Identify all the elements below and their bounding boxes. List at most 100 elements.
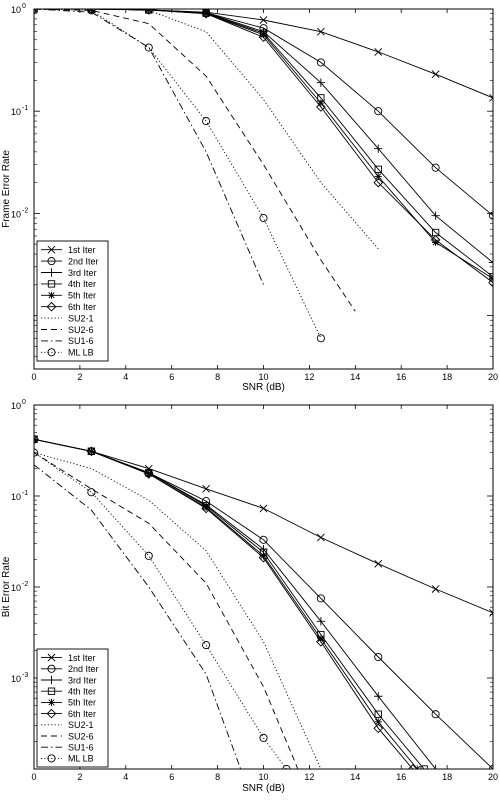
y-axis-label: Bit Error Rate	[1, 556, 12, 617]
data-point-3rd-iter	[374, 692, 383, 701]
data-point-2nd-iter	[374, 107, 383, 116]
legend-label-4th-iter: 4th Iter	[68, 279, 96, 289]
legend-label-su2-1: SU2-1	[68, 313, 94, 323]
data-point-ml-lb	[282, 764, 291, 769]
x-tick-label: 6	[169, 372, 174, 382]
data-point-3rd-iter	[488, 258, 493, 267]
series-line-ml-lb	[34, 452, 287, 769]
data-point-4th-iter	[374, 710, 382, 718]
plot-frame	[33, 404, 494, 770]
legend-marker-5th-iter	[47, 698, 56, 706]
x-tick-label: 4	[123, 372, 128, 382]
data-point-3rd-iter	[316, 617, 326, 626]
y-tick-label-exponent: 0	[22, 399, 26, 406]
x-tick-label: 16	[396, 772, 406, 782]
legend-marker-1st-iter	[47, 653, 56, 662]
data-point-6th-iter	[143, 469, 154, 479]
data-point-4th-iter	[374, 165, 382, 173]
legend-label-su2-1: SU2-1	[68, 720, 94, 730]
data-point-6th-iter	[316, 636, 326, 647]
x-tick-label: 8	[215, 772, 220, 782]
x-tick-label: 18	[442, 372, 452, 382]
legend-label-ml-lb: ML LB	[68, 754, 94, 764]
data-point-1st-iter	[374, 48, 383, 56]
x-tick-label: 0	[31, 772, 36, 782]
data-point-ml-lb	[259, 214, 268, 223]
x-tick-label: 14	[350, 772, 360, 782]
legend-label-su2-6: SU2-6	[68, 325, 94, 335]
x-tick-label: 16	[396, 372, 406, 382]
data-point-1st-iter	[374, 559, 383, 568]
series-line-su2-1	[34, 9, 379, 250]
legend-label-2nd-iter: 2nd Iter	[68, 256, 99, 266]
y-tick-label: 10	[11, 107, 21, 117]
y-tick-label-exponent: -3	[22, 672, 28, 679]
y-tick-label: 10	[11, 209, 21, 219]
x-tick-label: 18	[442, 772, 452, 782]
plot-frame	[33, 8, 494, 370]
y-tick-label-exponent: -1	[22, 490, 28, 497]
series-line-4th-iter	[34, 9, 493, 278]
data-point-2nd-iter	[259, 535, 268, 544]
data-point-1st-iter	[431, 70, 440, 79]
legend-marker-2nd-iter	[47, 257, 56, 266]
data-point-ml-lb	[34, 448, 39, 457]
data-point-1st-iter	[431, 585, 440, 593]
x-tick-label: 0	[31, 372, 36, 382]
legend-label-5th-iter: 5th Iter	[68, 291, 96, 301]
data-point-2nd-iter	[316, 594, 325, 603]
legend-label-ml-lb: ML LB	[68, 348, 94, 358]
data-point-ml-lb	[87, 488, 96, 497]
x-axis-label: SNR (dB)	[242, 783, 285, 794]
data-point-ml-lb	[316, 334, 325, 343]
legend-marker-6th-iter	[46, 708, 57, 719]
legend-label-3rd-iter: 3rd Iter	[68, 675, 97, 685]
data-point-6th-iter	[373, 177, 384, 188]
series-line-su2-6	[34, 9, 356, 312]
data-point-5th-iter	[432, 238, 440, 246]
data-point-1st-iter	[489, 93, 493, 102]
x-tick-label: 14	[350, 372, 360, 382]
data-point-2nd-iter	[431, 710, 440, 719]
series-line-su1-6	[34, 9, 264, 285]
legend-marker-4th-iter	[47, 687, 56, 695]
data-point-2nd-iter	[431, 163, 440, 172]
x-tick-label: 10	[258, 772, 268, 782]
x-tick-label: 12	[304, 772, 314, 782]
data-point-5th-iter	[317, 635, 325, 643]
data-point-3rd-iter	[316, 78, 326, 87]
legend-label-3rd-iter: 3rd Iter	[68, 268, 97, 278]
legend-label-su1-6: SU1-6	[68, 336, 94, 346]
data-point-6th-iter	[201, 9, 211, 19]
data-point-3rd-iter	[431, 211, 440, 220]
legend-marker-5th-iter	[47, 291, 56, 299]
y-tick-label: 10	[11, 492, 21, 502]
x-tick-label: 4	[123, 772, 128, 782]
data-point-ml-lb	[144, 43, 153, 52]
series-line-su2-6	[34, 452, 299, 769]
data-point-6th-iter	[430, 235, 441, 245]
data-point-6th-iter	[143, 9, 154, 15]
series-line-3rd-iter	[34, 9, 493, 263]
data-point-2nd-iter	[374, 652, 383, 662]
series-line-ml-lb	[34, 9, 322, 339]
data-point-ml-lb	[87, 9, 96, 15]
legend-label-5th-iter: 5th Iter	[68, 698, 96, 708]
data-point-3rd-iter	[374, 144, 383, 153]
data-point-6th-iter	[34, 434, 39, 445]
data-point-5th-iter	[259, 552, 268, 560]
legend-marker-1st-iter	[47, 245, 56, 254]
y-tick-label-exponent: -1	[22, 105, 28, 112]
x-tick-label: 20	[488, 772, 498, 782]
data-point-1st-iter	[259, 16, 268, 24]
series-line-su1-6	[34, 464, 242, 769]
y-axis-label: Frame Error Rate	[1, 150, 12, 228]
y-tick-label-exponent: 0	[22, 3, 26, 10]
data-point-3rd-iter	[431, 764, 440, 769]
series-line-6th-iter	[34, 438, 414, 769]
